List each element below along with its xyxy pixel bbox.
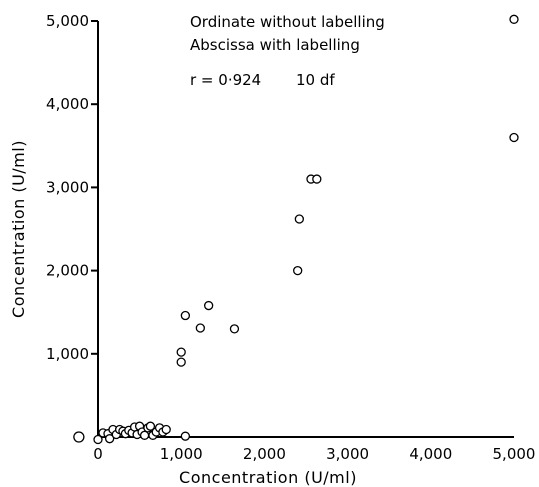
data-point <box>176 357 186 367</box>
data-point <box>229 324 240 334</box>
data-point <box>176 347 186 357</box>
data-point <box>93 434 103 445</box>
data-point <box>204 300 214 311</box>
data-point <box>139 430 150 440</box>
data-point <box>312 174 322 184</box>
x-tick-label: 0 <box>93 445 103 463</box>
y-tick-label: 3,000 <box>46 178 89 196</box>
x-tick-label: 2,000 <box>243 445 286 463</box>
annotation-correlation: r = 0·924 <box>190 71 261 89</box>
data-point <box>294 214 304 224</box>
y-tick-label: 1,000 <box>46 345 89 363</box>
data-point <box>180 431 191 441</box>
y-tick-labels: 1,000 2,000 3,000 4,000 5,000 <box>46 12 89 363</box>
x-tick-label: 4,000 <box>409 445 452 463</box>
data-point <box>509 132 519 143</box>
data-points <box>73 14 519 445</box>
x-tick-label: 3,000 <box>326 445 369 463</box>
data-point <box>161 424 171 435</box>
annotation-df: 10 df <box>296 71 335 89</box>
data-point <box>180 310 191 321</box>
y-tick-label: 2,000 <box>46 262 89 280</box>
x-tick-label: 1,000 <box>160 445 203 463</box>
data-point <box>73 431 85 443</box>
x-axis-title: Concentration (U/ml) <box>179 468 357 487</box>
data-point <box>104 434 115 444</box>
y-tick-label: 4,000 <box>46 95 89 113</box>
y-tick-label: 5,000 <box>46 12 89 30</box>
data-point <box>195 323 205 333</box>
x-tick-labels: 0 1,000 2,000 3,000 4,000 5,000 <box>93 445 535 463</box>
data-point <box>145 421 156 431</box>
data-point <box>509 14 519 24</box>
y-axis-title: Concentration (U/ml) <box>9 140 28 318</box>
annotation-ordinate: Ordinate without labelling <box>190 13 385 31</box>
y-ticks <box>91 20 98 355</box>
x-tick-label: 5,000 <box>493 445 536 463</box>
annotation-abscissa: Abscissa with labelling <box>190 36 360 54</box>
data-point <box>293 265 303 276</box>
